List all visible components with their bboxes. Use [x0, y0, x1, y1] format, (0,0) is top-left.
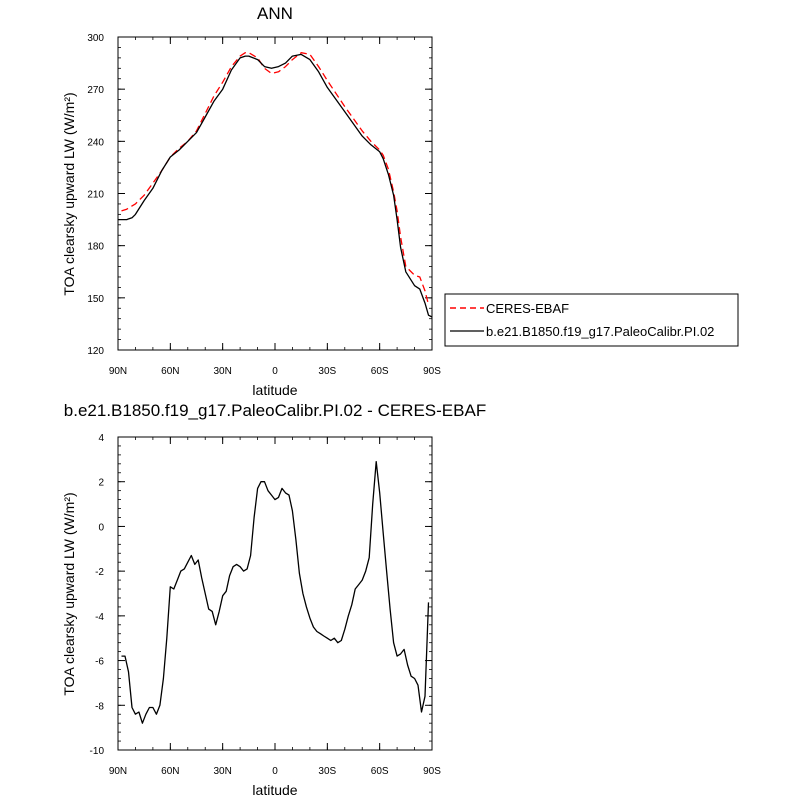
bottom-x-tick-label: 90N	[109, 766, 127, 777]
bottom-x-tick-label: 30S	[318, 766, 336, 777]
top-x-tick-label: 60N	[161, 366, 179, 377]
top-y-tick-label: 210	[87, 190, 104, 201]
bottom-y-tick-label: 2	[98, 478, 104, 489]
bottom-y-tick-label: 4	[98, 433, 104, 444]
bottom-x-tick-label: 90S	[423, 766, 441, 777]
top-x-tick-label: 30S	[318, 366, 336, 377]
legend-frame	[444, 293, 739, 347]
bottom-series	[121, 460, 430, 724]
bottom-x-tick-label: 60N	[161, 766, 179, 777]
top-plot-frame	[117, 36, 433, 351]
top-series	[118, 52, 433, 318]
top-x-tick-label: 30N	[213, 366, 231, 377]
bottom-x-tick-label: 0	[272, 766, 278, 777]
bottom-chart-title: b.e21.B1850.f19_g17.PaleoCalibr.PI.02 - …	[64, 401, 486, 420]
bottom-y-tick-label: -8	[95, 701, 104, 712]
top-y-axis-label: TOA clearsky upward LW (W/m²)	[61, 92, 77, 295]
top-y-tick-label: 120	[87, 346, 104, 357]
top-y-ticks: 120 150 180 210 240 270 300	[87, 33, 432, 357]
bottom-y-tick-label: -4	[95, 612, 104, 623]
bottom-x-tick-label: 30N	[213, 766, 231, 777]
bottom-y-tick-label: -2	[95, 567, 104, 578]
top-y-tick-label: 300	[87, 33, 104, 44]
top-x-tick-label: 0	[272, 366, 278, 377]
bottom-x-axis-label: latitude	[252, 782, 297, 798]
legend-model-label: b.e21.B1850.f19_g17.PaleoCalibr.PI.02	[486, 324, 714, 339]
bottom-chart: b.e21.B1850.f19_g17.PaleoCalibr.PI.02 - …	[61, 401, 486, 798]
legend-ceres-label: CERES-EBAF	[486, 301, 569, 316]
top-chart: ANN 120 150 180 210 240 270 300 90N 60N 30N 0 30S 6…	[61, 4, 739, 398]
bottom-series-line-0	[121, 460, 430, 724]
bottom-y-tick-label: -10	[90, 746, 105, 757]
top-y-tick-label: 270	[87, 85, 104, 96]
top-y-tick-label: 150	[87, 294, 104, 305]
bottom-y-tick-label: -6	[95, 657, 104, 668]
bottom-y-axis-label: TOA clearsky upward LW (W/m²)	[61, 492, 77, 695]
top-x-ticks: 90N 60N 30N 0 30S 60S 90S	[109, 37, 441, 377]
top-series-line-1	[118, 53, 433, 318]
bottom-x-tick-label: 60S	[371, 766, 389, 777]
bottom-plot-frame	[117, 436, 433, 751]
top-x-tick-label: 90S	[423, 366, 441, 377]
top-x-tick-label: 60S	[371, 366, 389, 377]
bottom-y-ticks: -10 -8 -6 -4 -2 0 2 4	[90, 433, 432, 757]
top-y-tick-label: 180	[87, 242, 104, 253]
bottom-x-ticks: 90N 60N 30N 0 30S 60S 90S	[109, 437, 441, 777]
top-chart-title: ANN	[257, 4, 293, 23]
top-x-tick-label: 90N	[109, 366, 127, 377]
top-series-line-0	[121, 52, 430, 305]
bottom-y-tick-label: 0	[98, 522, 104, 533]
top-x-axis-label: latitude	[252, 382, 297, 398]
legend: CERES-EBAF b.e21.B1850.f19_g17.PaleoCali…	[444, 293, 739, 347]
top-y-tick-label: 240	[87, 137, 104, 148]
